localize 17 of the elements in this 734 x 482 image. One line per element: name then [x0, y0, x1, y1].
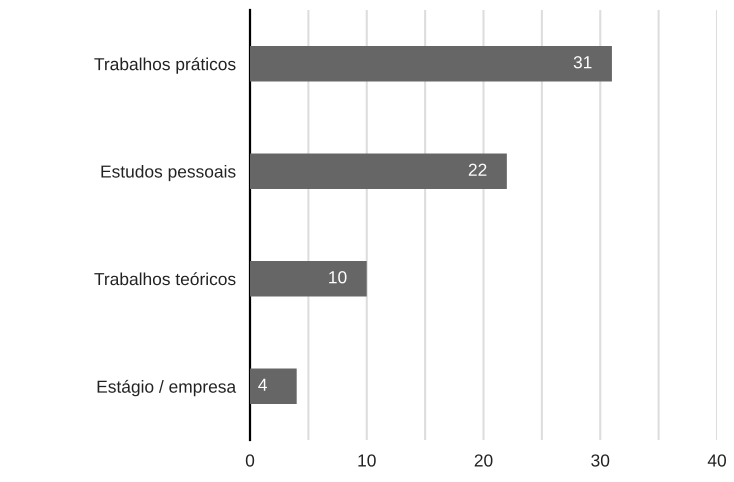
bar [250, 46, 612, 82]
data-label: 22 [468, 164, 486, 176]
bar [250, 154, 507, 189]
bar [250, 368, 297, 404]
y-tick-label: Estágio / empresa [98, 380, 236, 396]
data-label: 10 [329, 271, 346, 284]
x-tick-label: 30 [591, 454, 610, 467]
bar [250, 261, 367, 296]
y-tick-label: Trabalhos teóricos [94, 272, 236, 286]
x-tick-label: 40 [708, 454, 726, 467]
x-tick-label: 20 [474, 454, 492, 467]
data-label: 31 [574, 56, 592, 68]
data-label: 4 [258, 378, 267, 391]
x-tick-label: 0 [246, 454, 254, 467]
y-tick-label: Trabalhos práticos [94, 57, 236, 74]
y-tick-label: Estudos pessoais [101, 164, 236, 182]
x-tick-label: 10 [358, 454, 376, 467]
